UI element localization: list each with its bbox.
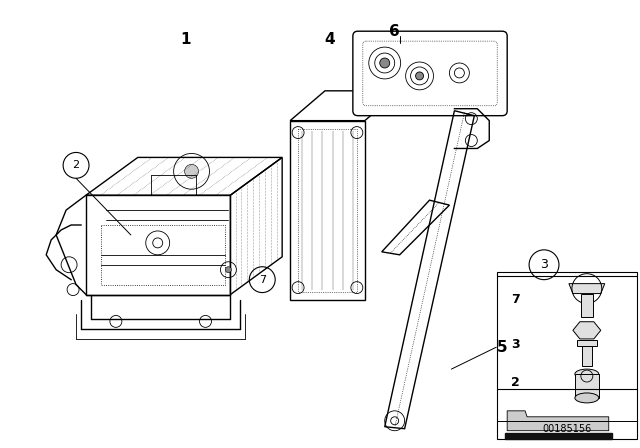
Circle shape: [184, 164, 198, 178]
Polygon shape: [573, 322, 601, 339]
FancyBboxPatch shape: [353, 31, 507, 116]
Text: 2: 2: [72, 160, 79, 170]
Circle shape: [225, 267, 232, 273]
Circle shape: [415, 72, 424, 80]
Ellipse shape: [575, 369, 599, 379]
Text: 2: 2: [511, 375, 520, 388]
Text: 7: 7: [511, 293, 520, 306]
Text: 4: 4: [324, 32, 335, 47]
Polygon shape: [577, 340, 596, 346]
Text: 3: 3: [511, 338, 520, 351]
Polygon shape: [507, 411, 609, 431]
Polygon shape: [575, 374, 599, 398]
Polygon shape: [582, 346, 592, 366]
Text: 00185156: 00185156: [542, 424, 591, 434]
Text: 6: 6: [389, 24, 400, 39]
Text: 5: 5: [497, 340, 508, 355]
Polygon shape: [569, 284, 605, 293]
Text: 1: 1: [180, 32, 191, 47]
Text: 7: 7: [259, 275, 266, 284]
Polygon shape: [505, 433, 612, 439]
Circle shape: [380, 58, 390, 68]
Text: 3: 3: [540, 258, 548, 271]
Ellipse shape: [575, 393, 599, 403]
Polygon shape: [581, 293, 593, 318]
